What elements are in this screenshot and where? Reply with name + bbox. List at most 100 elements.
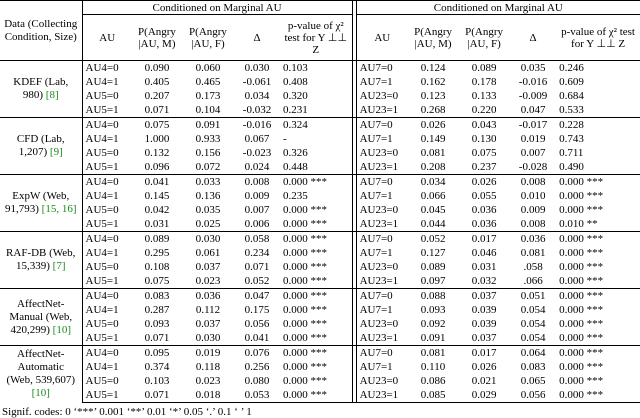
cell: 0.023 <box>195 275 221 287</box>
table-body: KDEF (Lab, 980) [8] AU4=0 0.090 0.060 0.030 0… <box>0 60 640 403</box>
separator <box>351 345 357 360</box>
separator <box>351 274 357 289</box>
dataset-cell: AffectNet-Manual (Web, 420,299) [10] <box>0 288 83 346</box>
cell: 0.405 <box>144 76 170 88</box>
cell: AU5=1 <box>82 388 132 403</box>
citation: [10] <box>31 387 50 400</box>
cell: -0.032 <box>242 104 272 116</box>
cell: -0.023 <box>242 147 272 159</box>
table-row: AU5=0 0.042 0.035 0.007 0.000 *** AU23=0 0.045… <box>0 203 640 217</box>
cell: 0.017 <box>458 231 511 246</box>
separator <box>351 246 357 260</box>
cell: 0.408 <box>283 76 308 88</box>
cell: 0.030 <box>234 60 280 75</box>
table-row: RAF-DB (Web, 15,339) [7] AU4=0 0.089 0.030 0… <box>0 231 640 289</box>
cell: 0.054 <box>520 318 546 330</box>
cell: AU4=0 <box>82 117 132 132</box>
cell: 0.086 <box>420 375 446 387</box>
separator <box>351 374 357 388</box>
cell: AU7=1 <box>359 190 393 202</box>
cell: 0.465 <box>195 76 221 88</box>
separator <box>351 132 357 146</box>
cell: -0.016 <box>234 117 280 132</box>
cell: 0.092 <box>420 318 446 330</box>
separator <box>351 217 357 232</box>
cell: AU5=1 <box>85 218 119 230</box>
cell: 0.000 *** <box>559 190 604 202</box>
separator <box>351 189 357 203</box>
dataset-name: CFD (Lab, 1,207) <box>16 133 65 158</box>
column-header: P(Angry |AU, F) <box>465 25 503 50</box>
cell: AU4=0 <box>82 231 132 246</box>
cell: 0.091 <box>182 117 234 132</box>
cell: 0.000 *** <box>559 247 604 259</box>
cell: AU7=1 <box>359 133 393 145</box>
cell: 0.071 <box>132 388 182 403</box>
cell: 0.207 <box>144 90 170 102</box>
cell: 0.032 <box>471 275 497 287</box>
cell: AU4=1 <box>85 304 119 316</box>
citation: [10] <box>52 323 71 336</box>
cell: .058 <box>523 261 543 273</box>
separator <box>351 203 357 217</box>
cell: 0.000 *** <box>556 174 640 189</box>
cell: 0.010 ** <box>559 218 598 230</box>
column-header: P(Angry |AU, M) <box>138 25 176 50</box>
cell: 0.061 <box>195 247 221 259</box>
cell: 0.085 <box>408 388 459 403</box>
cell: 0.052 <box>408 231 459 246</box>
table-row: AU5=1 0.071 0.018 0.053 0.000 *** AU23=1 0.085… <box>0 388 640 403</box>
cell: 0.036 <box>471 204 497 216</box>
cell: -0.061 <box>242 76 272 88</box>
cell: 0.096 <box>144 161 170 173</box>
cell: 0.104 <box>195 104 221 116</box>
cell: AU7=0 <box>356 174 409 189</box>
cell: 0.042 <box>144 204 170 216</box>
cell: 0.024 <box>244 161 270 173</box>
cell: 0.220 <box>471 104 497 116</box>
cell: AU4=0 <box>82 60 132 75</box>
citation: [7] <box>52 260 66 272</box>
cell: AU4=0 <box>82 288 132 303</box>
cell: 0.064 <box>510 345 557 360</box>
cell: AU4=1 <box>85 76 119 88</box>
cell: 0.089 <box>132 231 182 246</box>
cell: 0.490 <box>559 161 584 173</box>
cell: AU5=1 <box>85 275 119 287</box>
table-head: Data (Collecting Condition, Size) Condit… <box>0 0 640 61</box>
table-row: AffectNet-Manual (Web, 420,299) [10] AU4=… <box>0 288 640 346</box>
cell: 0.178 <box>471 76 497 88</box>
separator <box>351 231 357 246</box>
cell: 0.000 *** <box>556 288 640 303</box>
separator <box>351 117 357 132</box>
cell: - <box>283 133 287 145</box>
separator <box>351 388 357 403</box>
cell: 0.000 *** <box>559 361 604 373</box>
column-header: p-value of χ² test for Y ⊥⊥ Z <box>284 19 348 56</box>
cell: AU7=1 <box>359 247 393 259</box>
cell: 0.130 <box>471 133 497 145</box>
dataset-cell: ExpW (Web, 91,793) [15, 16] <box>0 174 83 232</box>
cell: 0.000 *** <box>280 345 353 360</box>
cell: 0.010 <box>520 190 546 202</box>
cell: 0.090 <box>132 60 182 75</box>
table-row: AU5=1 0.031 0.025 0.006 0.000 *** AU23=1 0.044… <box>0 217 640 232</box>
table-row: AffectNet-Automatic (Web, 539,607) [10] A… <box>0 345 640 403</box>
cell: AU7=1 <box>359 361 393 373</box>
cell: AU23=1 <box>359 275 399 287</box>
cell: 0.000 *** <box>283 218 327 230</box>
cell: 0.029 <box>458 388 511 403</box>
cell: 0.132 <box>144 147 170 159</box>
cell: -0.009 <box>518 90 548 102</box>
column-header: P(Angry |AU, F) <box>189 25 227 50</box>
table-row: AU5=0 0.108 0.037 0.071 0.000 *** AU23=0 0.089… <box>0 260 640 274</box>
cell: 0.933 <box>195 133 221 145</box>
cell: 0.326 <box>283 147 308 159</box>
cell: AU7=0 <box>356 60 409 75</box>
cell: 0.118 <box>195 361 221 373</box>
separator <box>351 317 357 331</box>
cell: 0.034 <box>244 90 270 102</box>
cell: 0.268 <box>420 104 446 116</box>
cell: 0.156 <box>195 147 221 159</box>
cell: 0.000 *** <box>280 231 353 246</box>
